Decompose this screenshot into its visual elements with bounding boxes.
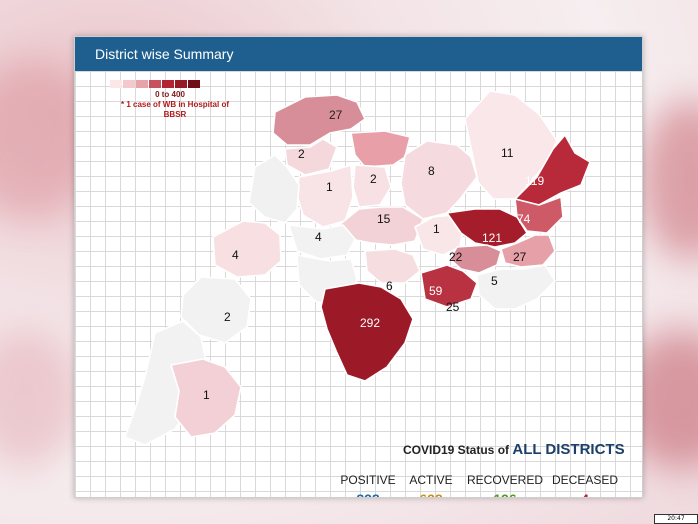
- district-region[interactable]: [420, 264, 478, 308]
- stat-deceased-label: DECEASED: [551, 473, 619, 487]
- district-label: 22: [449, 250, 463, 264]
- district-label: 27: [329, 108, 343, 122]
- district-label: 2: [224, 310, 231, 324]
- stat-recovered-label: RECOVERED: [466, 473, 543, 487]
- district-label: 1: [203, 388, 210, 402]
- status-title-emphasis: ALL DISTRICTS: [512, 441, 625, 458]
- legend-range: 0 to 400: [155, 90, 185, 99]
- district-label: 2: [298, 147, 305, 161]
- legend-swatch: [136, 80, 148, 88]
- stat-active-value: 628: [401, 491, 461, 497]
- district-region[interactable]: [352, 164, 392, 208]
- district-region[interactable]: [464, 90, 558, 200]
- background-blur: [640, 100, 698, 260]
- stat-recovered-value: 196: [460, 491, 550, 497]
- district-label: 15: [377, 212, 391, 226]
- legend-swatch: [175, 80, 187, 88]
- district-region[interactable]: [446, 208, 528, 248]
- legend-swatch: [188, 80, 200, 88]
- district-region[interactable]: [500, 234, 556, 268]
- district-label: 121: [482, 231, 502, 245]
- district-label: 1: [433, 222, 440, 236]
- stat-recovered: RECOVERED 196: [460, 473, 550, 497]
- legend-swatch: [149, 80, 161, 88]
- stat-positive-value: 828: [333, 491, 403, 497]
- stat-positive-label: POSITIVE: [340, 473, 396, 487]
- district-region[interactable]: [364, 248, 421, 284]
- district-region[interactable]: [170, 358, 242, 438]
- district-region[interactable]: [180, 276, 252, 344]
- district-region[interactable]: [514, 134, 591, 206]
- stat-positive: POSITIVE 828: [333, 473, 403, 497]
- district-region[interactable]: [449, 244, 502, 274]
- background-blur: [0, 330, 80, 470]
- district-region[interactable]: [288, 224, 356, 260]
- district-region[interactable]: [212, 220, 282, 278]
- district-label: 119: [525, 174, 544, 188]
- legend-swatch: [123, 80, 135, 88]
- district-label: 5: [491, 274, 498, 288]
- map-legend: 0 to 400 * 1 case of WB in Hospital of B…: [110, 80, 230, 120]
- district-region[interactable]: [284, 138, 338, 176]
- district-region[interactable]: [272, 94, 366, 146]
- district-label: 8: [428, 164, 435, 178]
- card-header: District wise Summary: [75, 37, 642, 71]
- stat-active-label: ACTIVE: [409, 473, 453, 487]
- district-region[interactable]: [124, 320, 208, 446]
- district-region[interactable]: [320, 282, 414, 382]
- district-region[interactable]: [414, 214, 464, 256]
- legend-swatches: [110, 80, 230, 88]
- district-label: 4: [232, 248, 239, 262]
- stat-deceased-value: 4: [545, 491, 625, 497]
- clock-overlay: 20:47: [654, 514, 698, 524]
- status-title-prefix: COVID19 Status of: [403, 443, 510, 457]
- district-label: 25: [446, 300, 460, 314]
- card-title: District wise Summary: [95, 46, 234, 62]
- district-region[interactable]: [476, 264, 556, 310]
- legend-note: * 1 case of WB in Hospital of BBSR: [120, 100, 229, 119]
- status-title: COVID19 Status of ALL DISTRICTS: [403, 441, 625, 458]
- district-region[interactable]: [350, 130, 411, 168]
- district-label: 11: [501, 146, 514, 160]
- legend-swatch: [110, 80, 122, 88]
- district-region[interactable]: [400, 140, 478, 220]
- district-summary-card: District wise Summary 0 to 400 * 1 case …: [74, 36, 643, 498]
- district-label: 59: [429, 284, 443, 298]
- legend-swatch: [162, 80, 174, 88]
- district-label: 2: [370, 172, 377, 186]
- district-label: 4: [315, 230, 322, 244]
- district-label: 6: [386, 279, 393, 293]
- district-label: 292: [360, 316, 380, 330]
- stat-active: ACTIVE 628: [401, 473, 461, 497]
- district-label: 74: [517, 212, 531, 226]
- stat-deceased: DECEASED 4: [545, 473, 625, 497]
- district-label: 1: [326, 180, 333, 194]
- district-label: 27: [513, 250, 527, 264]
- district-region[interactable]: [248, 154, 300, 224]
- odisha-district-map: 27 2 1 2 8 11 119 15 1 4 74 121 4 22 27 …: [124, 90, 591, 446]
